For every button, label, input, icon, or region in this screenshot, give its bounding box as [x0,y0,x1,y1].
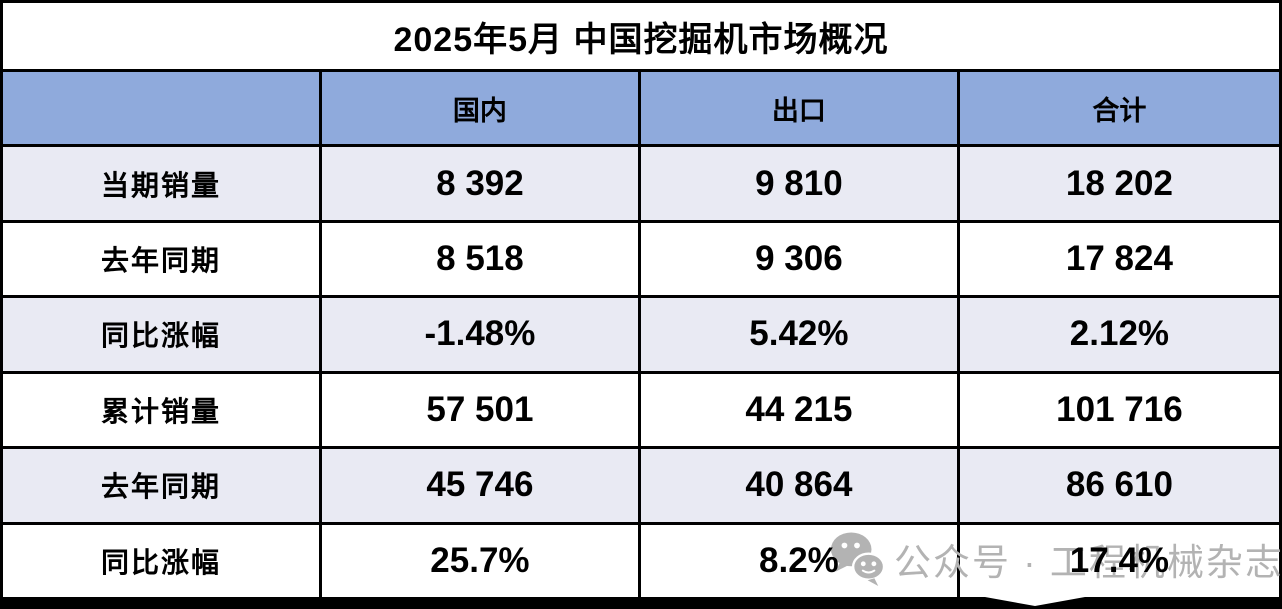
cell-lastyear-domestic: 8 518 [321,222,638,296]
cell-yoy-cum-export: 8.2% [640,524,957,597]
column-header-empty [3,72,319,145]
page-title: 2025年5月 中国挖掘机市场概况 [3,3,1279,69]
cell-current-domestic: 8 392 [321,147,638,220]
column-header-total: 合计 [959,72,1279,145]
row-label-yoy-monthly: 同比涨幅 [3,298,319,371]
cell-yoy-export: 5.42% [640,298,957,371]
column-header-domestic: 国内 [321,72,638,145]
cell-lastyear-cum-total: 86 610 [959,449,1279,522]
table-grid: 2025年5月 中国挖掘机市场概况 国内 出口 合计 当期销量 8 392 9 … [3,3,1279,597]
cell-cumulative-export: 44 215 [640,373,957,447]
row-label-last-year-monthly: 去年同期 [3,222,319,296]
cell-lastyear-export: 9 306 [640,222,957,296]
cell-current-total: 18 202 [959,147,1279,220]
cell-yoy-total: 2.12% [959,298,1279,371]
row-label-current-sales: 当期销量 [3,147,319,220]
cell-cumulative-total: 101 716 [959,373,1279,447]
cell-lastyear-total: 17 824 [959,222,1279,296]
cell-lastyear-cum-export: 40 864 [640,449,957,522]
row-label-last-year-cumulative: 去年同期 [3,449,319,522]
cell-yoy-cum-total: 17.4% [959,524,1279,597]
cell-yoy-cum-domestic: 25.7% [321,524,638,597]
row-label-yoy-cumulative: 同比涨幅 [3,524,319,597]
column-header-export: 出口 [640,72,957,145]
cell-lastyear-cum-domestic: 45 746 [321,449,638,522]
cell-current-export: 9 810 [640,147,957,220]
cell-cumulative-domestic: 57 501 [321,373,638,447]
bottom-notch-triangle [985,597,1085,606]
cell-yoy-domestic: -1.48% [321,298,638,371]
row-label-cumulative-sales: 累计销量 [3,373,319,447]
